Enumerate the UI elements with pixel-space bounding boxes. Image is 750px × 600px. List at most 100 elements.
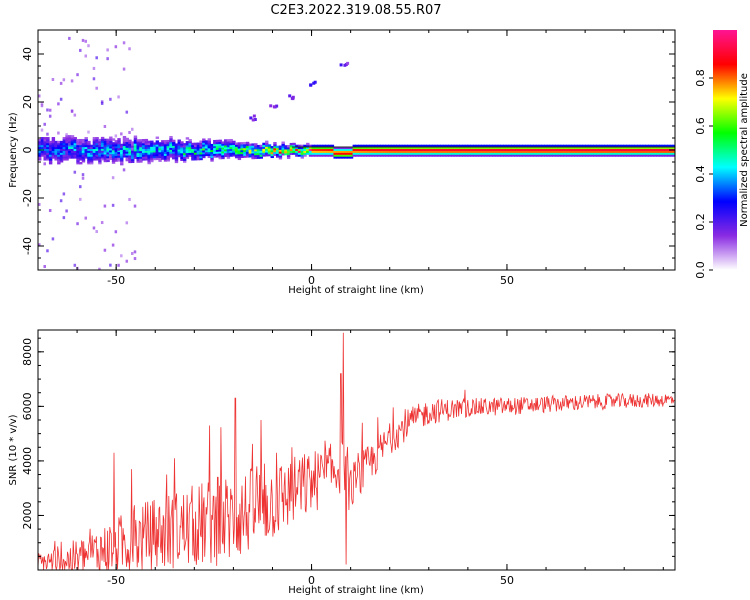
spectrogram-cell [89, 152, 94, 155]
spectrogram-cell [626, 148, 630, 151]
spectrogram-cell [379, 150, 384, 153]
spectrogram-cell [522, 150, 526, 153]
spectrogram-cell [243, 147, 247, 151]
spectrogram-cell [204, 146, 209, 149]
spectrogram-cell [639, 148, 644, 151]
spectrogram-cell [431, 150, 436, 153]
spectrogram-cell [656, 152, 660, 155]
spectrogram-cell [188, 154, 192, 157]
spectrogram-cell [642, 152, 646, 155]
spectrogram-cell [92, 152, 97, 155]
spectrogram-cell [147, 152, 151, 155]
spectrogram-cell [286, 145, 291, 148]
spectrogram-cell [65, 142, 69, 146]
spectrogram-cell [166, 155, 170, 158]
spectrogram-cell [297, 148, 302, 151]
spectrogram-cell [133, 152, 138, 156]
spectrogram-cell [152, 146, 157, 149]
spectrogram-noise-cell [57, 131, 60, 135]
spectrogram-cell [46, 154, 50, 157]
spectrogram-cell [467, 152, 471, 155]
y-tick-label: 2000 [21, 501, 34, 529]
spectrogram-cell [661, 146, 666, 150]
spectrogram-noise-cell [133, 204, 137, 208]
spectrogram-cell [505, 154, 510, 157]
spectrogram-cell [516, 152, 521, 155]
spectrogram-cell [275, 155, 280, 158]
spectrogram-cell [147, 144, 151, 147]
spectrogram-cell [401, 146, 406, 150]
spectrogram-cell [429, 146, 433, 150]
y-tick-label: -40 [21, 237, 34, 255]
spectrogram-cell [122, 143, 127, 147]
spectrogram-cell [601, 144, 605, 148]
spectrogram-cell [114, 143, 118, 147]
spectrogram-cell [388, 146, 392, 150]
spectrogram-cell [533, 152, 537, 155]
spectrogram-cell [669, 150, 674, 153]
spectrogram-cell [191, 156, 195, 159]
spectrogram-cell [623, 144, 627, 148]
spectrogram-cell [317, 150, 321, 153]
spectrogram-cell [363, 148, 367, 151]
spectrogram-cell [163, 141, 168, 145]
spectrogram-cell [68, 135, 72, 138]
spectrogram-cell [464, 144, 469, 148]
spectrogram-cell [243, 149, 247, 153]
spectrogram-cell [245, 153, 250, 156]
spectrogram-cell [259, 148, 263, 152]
spectrogram-cell [500, 144, 504, 148]
spectrogram-cell [462, 150, 466, 153]
spectrogram-cell [177, 141, 181, 144]
spectrogram-cell [237, 151, 242, 155]
spectrogram-cell [240, 149, 244, 153]
spectrogram-cell [40, 142, 45, 146]
spectrogram-cell [552, 154, 556, 157]
spectrogram-cell [65, 144, 69, 148]
spectrogram-cell [401, 148, 406, 151]
spectrogram-cell [541, 150, 545, 153]
spectrogram-cell [131, 150, 135, 154]
spectrogram-cell [128, 141, 132, 144]
spectrogram-cell [314, 146, 318, 150]
spectrogram-cell [300, 156, 305, 159]
spectrogram-cell [57, 148, 61, 151]
spectrogram-cell [530, 152, 534, 155]
spectrogram-x-title: Height of straight line (km) [288, 285, 424, 296]
spectrogram-noise-cell [120, 254, 123, 258]
spectrogram-cell [177, 139, 181, 142]
spectrogram-cell [472, 154, 477, 157]
x-tick-label: 0 [308, 574, 315, 587]
spectrogram-cell [535, 144, 540, 148]
spectrogram-cell [472, 152, 477, 155]
spectrogram-cell [459, 154, 463, 157]
spectrogram-cell [467, 148, 471, 151]
spectrogram-cell [429, 154, 433, 157]
spectrogram-cell [191, 148, 195, 151]
spectrogram-cell [100, 146, 105, 149]
spectrogram-cell [111, 149, 116, 153]
spectrogram-cell [254, 152, 258, 156]
y-tick-label: 20 [21, 95, 34, 109]
spectrogram-cell [412, 150, 417, 153]
spectrogram-cell [604, 152, 608, 155]
spectrogram-cell [106, 155, 110, 159]
spectrogram-noise-cell [109, 154, 112, 158]
spectrogram-cell [467, 144, 471, 148]
spectrogram-cell [500, 148, 504, 151]
spectrogram-cell [412, 154, 417, 157]
spectrogram-cell [314, 154, 318, 157]
spectrogram-cell [243, 143, 247, 147]
spectrogram-cell [355, 148, 359, 151]
spectrogram-cell [169, 137, 173, 141]
spectrogram-cell [656, 146, 660, 150]
x-tick-label: 0 [308, 274, 315, 287]
spectrogram-cell [494, 146, 499, 150]
spectrogram-cell [122, 151, 127, 154]
spectrogram-cell [169, 149, 173, 152]
spectrogram-cell [106, 159, 110, 163]
spectrogram-cell [43, 152, 47, 155]
spectrogram-cell [552, 152, 556, 155]
spectrogram-cell [511, 144, 515, 148]
spectrogram-cell [604, 144, 608, 148]
